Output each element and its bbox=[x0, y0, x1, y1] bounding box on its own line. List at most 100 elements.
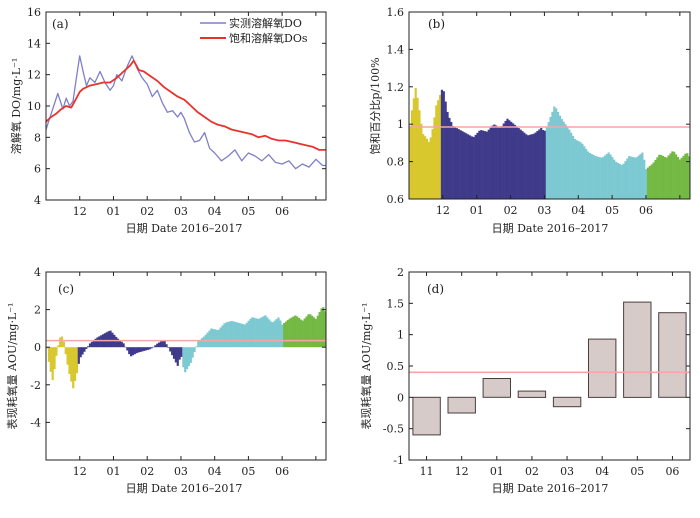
panel-b-bar bbox=[476, 132, 479, 199]
panel-b-bar bbox=[673, 151, 676, 199]
panel-b-bar bbox=[661, 155, 665, 199]
panel-b-bar bbox=[652, 162, 655, 199]
panel-c-bar bbox=[195, 346, 198, 348]
panel-b-bar bbox=[686, 153, 689, 199]
panel-c-bar bbox=[57, 345, 60, 348]
panel-d-ytick-label: -1 bbox=[393, 454, 404, 467]
panel-b-bar bbox=[444, 101, 447, 199]
panel-c-bar bbox=[159, 341, 163, 348]
panel-b-bar bbox=[542, 130, 545, 199]
panel-b-xtick-label: 04 bbox=[571, 204, 585, 217]
panel-b-bar bbox=[586, 151, 590, 199]
panel-c-bar bbox=[217, 329, 220, 348]
panel-b-bar bbox=[598, 157, 601, 199]
panel-c-bar bbox=[202, 336, 205, 348]
panel-b-bar bbox=[568, 129, 571, 199]
panel-c-bar bbox=[182, 347, 185, 368]
panel-b-bar bbox=[676, 156, 680, 199]
panel-c-bar bbox=[273, 320, 276, 348]
panel-c-bar bbox=[118, 340, 121, 348]
panel-c-bar bbox=[55, 347, 58, 356]
panel-c-label: (c) bbox=[58, 282, 74, 296]
panel-c-bar bbox=[262, 316, 265, 348]
panel-c-bar bbox=[268, 319, 271, 348]
panel-b-bar bbox=[583, 146, 586, 199]
panel-c-bar bbox=[264, 315, 267, 348]
panel-d-ytick-label: 1 bbox=[397, 329, 404, 342]
panel-d-bars bbox=[412, 301, 687, 436]
panel-b-bar bbox=[493, 124, 496, 199]
panel-c-bar bbox=[47, 347, 51, 362]
panel-c-bar bbox=[309, 314, 312, 348]
panel-b-ytick-label: 1.4 bbox=[387, 43, 405, 56]
panel-c-bar bbox=[172, 347, 176, 359]
panel-b-bar bbox=[605, 154, 608, 199]
panel-b-bar bbox=[671, 151, 674, 199]
panel-b-bar bbox=[498, 127, 502, 199]
panel-c-bar bbox=[301, 320, 304, 348]
panel-c-bar bbox=[311, 315, 314, 348]
panel-d-bar bbox=[412, 396, 441, 436]
panel-c-bar bbox=[53, 347, 56, 370]
panel-c-bar bbox=[243, 324, 247, 348]
panel-b-bar bbox=[558, 115, 562, 199]
panel-d-xtick-label: 03 bbox=[560, 465, 574, 478]
panel-c-bar bbox=[115, 336, 118, 348]
panel-b-bar bbox=[592, 155, 595, 199]
panel-b-xlabel: 日期 Date 2016–2017 bbox=[492, 222, 609, 235]
panel-c-bar bbox=[210, 328, 213, 348]
panel-a-xtick-label: 03 bbox=[174, 205, 188, 218]
panel-a-ticks: 4 6 8 10 12 14 16 12 01 02 03 04 05 06 bbox=[27, 6, 326, 218]
panel-b-bar bbox=[489, 127, 492, 199]
panel-d: -1 -0.5 0 0.5 1 1.5 2 11 12 01 02 03 04 05 06 (d) 日期 D… bbox=[359, 266, 691, 495]
panel-d-xtick-label: 04 bbox=[595, 465, 609, 478]
panel-b-bar bbox=[566, 126, 569, 199]
panel-c-bar bbox=[174, 347, 177, 363]
panel-b-bar bbox=[534, 132, 537, 199]
panel-c-bar bbox=[232, 321, 235, 348]
panel-b-bar bbox=[547, 122, 550, 199]
panel-d-ytick-label: 1.5 bbox=[387, 297, 405, 310]
panel-b-bar bbox=[410, 110, 414, 199]
panel-b-ytick-label: 0.8 bbox=[387, 156, 405, 169]
panel-c-bar bbox=[165, 344, 168, 348]
panel-b-bar bbox=[515, 126, 518, 199]
panel-c-bar bbox=[141, 347, 144, 352]
panel-d-bar bbox=[552, 396, 582, 408]
panel-b-bar bbox=[423, 136, 427, 199]
panel-d-bar bbox=[482, 378, 512, 398]
panel-c-bar bbox=[133, 347, 136, 355]
panel-b-xtick-label: 01 bbox=[470, 204, 484, 217]
panel-b-xtick-label: 12 bbox=[436, 204, 450, 217]
panel-b-bar bbox=[478, 130, 481, 199]
panel-b-bar bbox=[425, 138, 429, 199]
panel-c-bar bbox=[154, 345, 157, 348]
panel-c-bar bbox=[221, 325, 224, 348]
panel-b-bar bbox=[463, 132, 466, 199]
panel-b-bar bbox=[628, 156, 631, 199]
panel-c-bar bbox=[322, 307, 325, 348]
panel-b-bar bbox=[682, 155, 685, 199]
panel-c-bar bbox=[286, 319, 289, 348]
panel-c-bar bbox=[236, 322, 239, 348]
panel-d-bar bbox=[447, 396, 476, 414]
panel-b-bar bbox=[517, 128, 520, 199]
panel-c-bar bbox=[249, 318, 252, 348]
panel-b-ytick-label: 0.6 bbox=[387, 193, 405, 206]
panel-a-xtick-label: 02 bbox=[140, 205, 154, 218]
panel-c-bar bbox=[214, 329, 217, 348]
panel-c-bar bbox=[219, 327, 222, 348]
panel-c-bar bbox=[193, 347, 196, 352]
panel-b-bar bbox=[635, 157, 638, 199]
panel-c-bar bbox=[296, 316, 299, 348]
panel-c-ytick-label: -4 bbox=[30, 416, 41, 429]
panel-c-bar bbox=[130, 347, 133, 357]
panel-c-bar bbox=[122, 343, 125, 348]
panel-b-bar bbox=[646, 167, 650, 199]
panel-d-bar bbox=[588, 338, 617, 398]
panel-d-ytick-label: 0 bbox=[397, 391, 404, 404]
panel-b-bar bbox=[483, 131, 487, 199]
panel-b-ytick-label: 1.6 bbox=[387, 6, 405, 19]
panel-b-bar bbox=[470, 136, 473, 199]
panel-c-bar bbox=[208, 330, 211, 348]
